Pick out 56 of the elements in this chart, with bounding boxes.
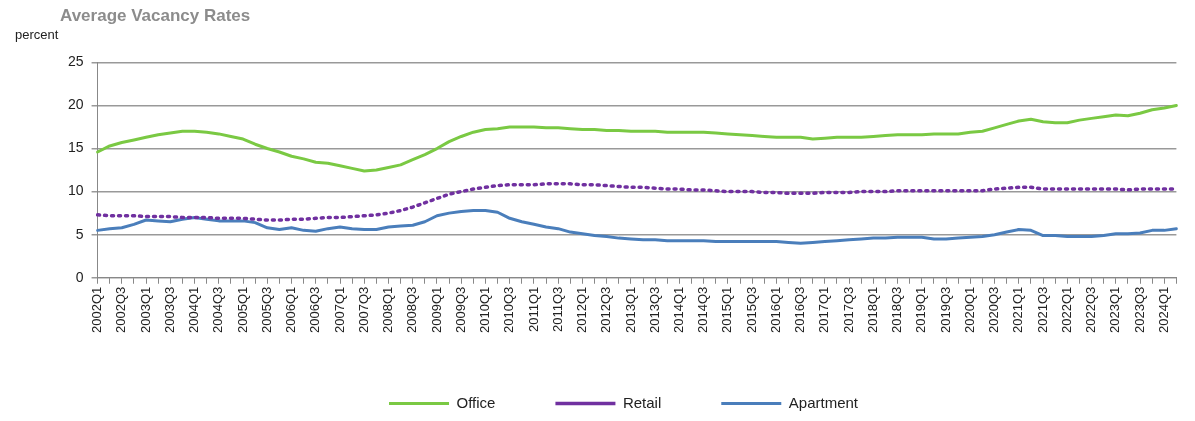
x-tick-label: 2007Q1 — [331, 286, 347, 333]
x-tick-label: 2021Q1 — [1010, 286, 1026, 333]
x-tick-label: 2003Q1 — [137, 286, 153, 333]
x-tick-label: 2003Q3 — [161, 286, 177, 333]
x-tick-label: 2012Q1 — [574, 286, 590, 333]
y-axis-title: percent — [15, 27, 59, 43]
x-tick-label: 2016Q3 — [792, 286, 808, 333]
x-tick-label: 2009Q3 — [452, 286, 468, 333]
x-tick-label: 2018Q1 — [864, 286, 880, 333]
x-tick-label: 2014Q3 — [695, 286, 711, 333]
x-tick-label: 2006Q3 — [307, 286, 323, 333]
x-tick-label: 2013Q1 — [622, 286, 638, 333]
legend-label: Retail — [622, 393, 662, 411]
x-tick-label: 2005Q1 — [234, 286, 250, 333]
x-tick-label: 2005Q3 — [258, 286, 274, 333]
legend-label: Office — [456, 393, 496, 411]
x-tick-label: 2016Q1 — [767, 286, 783, 333]
x-tick-label: 2007Q3 — [355, 286, 371, 333]
x-tick-label: 2022Q1 — [1058, 286, 1074, 333]
y-tick-label: 15 — [67, 139, 84, 156]
x-tick-label: 2010Q1 — [477, 286, 493, 333]
y-tick-label: 20 — [67, 96, 84, 113]
x-tick-label: 2011Q1 — [525, 286, 541, 333]
x-tick-label: 2022Q3 — [1083, 286, 1099, 333]
y-tick-label: 25 — [67, 53, 84, 70]
x-tick-label: 2012Q3 — [598, 286, 614, 333]
x-tick-label: 2017Q1 — [816, 286, 832, 333]
x-tick-label: 2017Q3 — [840, 286, 856, 333]
x-tick-label: 2018Q3 — [889, 286, 905, 333]
x-tick-label: 2002Q1 — [89, 286, 105, 333]
x-tick-label: 2021Q3 — [1034, 286, 1050, 333]
y-tick-label: 5 — [75, 225, 84, 242]
x-tick-label: 2023Q1 — [1107, 286, 1123, 333]
x-tick-label: 2004Q1 — [186, 286, 202, 333]
x-tick-label: 2015Q1 — [719, 286, 735, 333]
x-tick-label: 2004Q3 — [210, 286, 226, 333]
y-tick-label: 10 — [67, 182, 84, 199]
x-tick-label: 2013Q3 — [646, 286, 662, 333]
x-tick-label: 2024Q1 — [1155, 286, 1171, 333]
legend-label: Apartment — [788, 393, 859, 411]
x-tick-label: 2019Q1 — [913, 286, 929, 333]
x-tick-label: 2010Q3 — [501, 286, 517, 333]
x-tick-label: 2006Q1 — [283, 286, 299, 333]
x-tick-label: 2020Q1 — [961, 286, 977, 333]
x-tick-label: 2020Q3 — [986, 286, 1002, 333]
y-tick-label: 0 — [75, 268, 84, 285]
x-tick-label: 2023Q3 — [1131, 286, 1147, 333]
x-tick-label: 2014Q1 — [670, 286, 686, 333]
x-tick-label: 2008Q3 — [404, 286, 420, 333]
x-tick-label: 2011Q3 — [549, 286, 565, 333]
x-tick-label: 2002Q3 — [113, 286, 129, 333]
chart-title: Average Vacancy Rates — [60, 5, 251, 25]
x-tick-label: 2008Q1 — [380, 286, 396, 333]
x-tick-label: 2009Q1 — [428, 286, 444, 333]
x-tick-label: 2015Q3 — [743, 286, 759, 333]
x-tick-label: 2019Q3 — [937, 286, 953, 333]
